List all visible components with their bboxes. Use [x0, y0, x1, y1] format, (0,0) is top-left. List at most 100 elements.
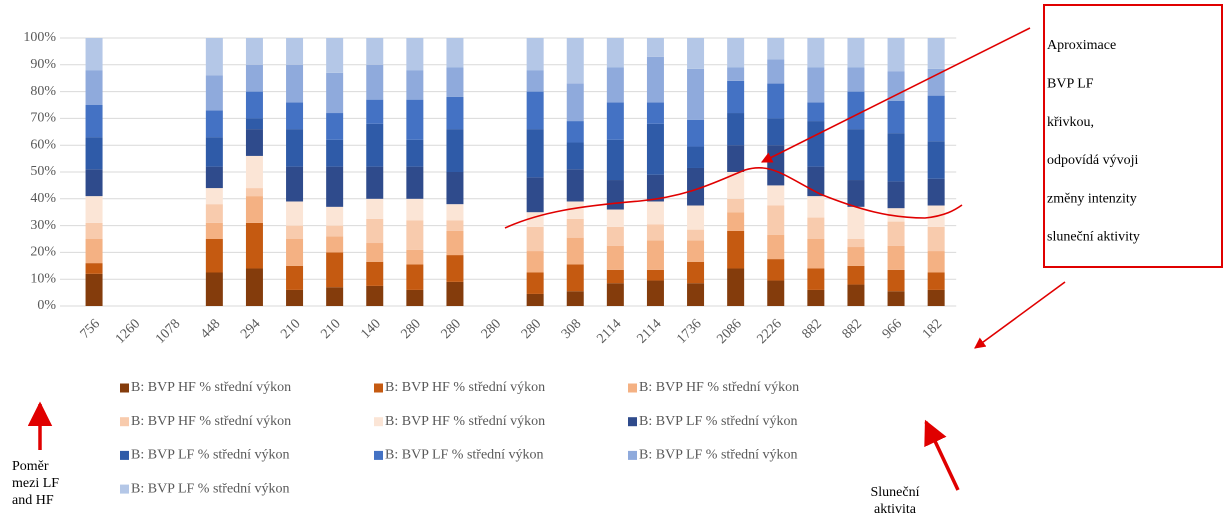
bar-segment [326, 225, 344, 237]
bar-segment [767, 234, 785, 260]
bar-segment [326, 38, 344, 73]
legend-swatch [120, 417, 129, 427]
bar-segment [687, 261, 705, 284]
bar-segment [366, 218, 384, 244]
bar-segment [85, 273, 103, 306]
bar-segment [606, 245, 624, 270]
bar-segment [446, 38, 464, 68]
y-tick-label: 60% [30, 137, 56, 152]
y-tick-label: 90% [30, 57, 56, 72]
x-tick-label: 280 [439, 316, 464, 341]
bar-segment [286, 225, 304, 239]
bar-segment [446, 172, 464, 205]
bar-segment [406, 70, 424, 100]
bar-segment [887, 100, 905, 134]
x-tick-label: 280 [398, 316, 423, 341]
bar-segment [807, 268, 825, 290]
bar-segment [245, 268, 263, 306]
annotation-text: sluneční aktivity [1047, 230, 1140, 245]
bar-segment [727, 80, 745, 114]
bar-segment [205, 110, 223, 138]
bar-segment [727, 268, 745, 306]
y-tick-label: 20% [30, 245, 56, 260]
legend-swatch [374, 383, 383, 393]
bar-segment [646, 240, 664, 270]
bar-segment [606, 209, 624, 227]
bar-segment [566, 201, 584, 219]
bar-segment [927, 141, 945, 179]
bar-segment [85, 222, 103, 239]
bar-segment [85, 38, 103, 71]
bar-segment [326, 113, 344, 140]
bar-segment [205, 188, 223, 205]
bar-segment [887, 221, 905, 246]
bar-segment [847, 91, 865, 130]
legend-label: B: BVP HF % střední výkon [639, 380, 799, 395]
bar-segment [807, 102, 825, 122]
x-tick-label: 210 [278, 316, 303, 341]
bar-segment [847, 67, 865, 92]
bar-segment [366, 243, 384, 262]
bar-segment [687, 205, 705, 230]
annotation-box [1043, 4, 1223, 268]
bar-segment [646, 123, 664, 175]
bar-segment [326, 287, 344, 306]
bar-segment [646, 201, 664, 225]
bar-segment [927, 289, 945, 306]
bar-segment [847, 206, 865, 239]
x-tick-label: 280 [519, 316, 544, 341]
bar-segment [286, 129, 304, 167]
x-tick-label: 1736 [674, 316, 704, 346]
bar-segment [847, 129, 865, 181]
bar-segment [286, 102, 304, 130]
bar-segment [205, 272, 223, 306]
legend-label: B: BVP LF % střední výkon [385, 448, 544, 463]
bar-segment [887, 181, 905, 209]
bar-segment [927, 95, 945, 142]
annotation-text: změny intenzity [1047, 191, 1137, 206]
bar-segment [887, 208, 905, 222]
bar-segment [366, 64, 384, 100]
bar-segment [606, 180, 624, 210]
y-tick-label: 50% [30, 164, 56, 179]
bar-segment [85, 263, 103, 274]
bar-segment [366, 198, 384, 219]
bar-segment [807, 217, 825, 239]
legend-swatch [628, 417, 637, 427]
bar-segment [366, 285, 384, 306]
bar-segment [526, 293, 544, 306]
bar-segment [727, 145, 745, 172]
bar-segment [927, 68, 945, 96]
bar-segment [767, 145, 785, 186]
bar-segment [245, 91, 263, 119]
annotation-text: and HF [12, 493, 54, 508]
x-tick-label: 210 [318, 316, 343, 341]
bar-segment [687, 68, 705, 120]
bar-segment [727, 67, 745, 81]
bar-segment [406, 249, 424, 265]
bar-segment [887, 245, 905, 270]
legend-swatch [628, 383, 637, 393]
bar-segment [606, 102, 624, 140]
bar-segment [245, 188, 263, 197]
legend-swatch [120, 484, 129, 494]
bar-segment [646, 174, 664, 202]
bar-segment [767, 205, 785, 235]
x-tick-label: 1078 [153, 316, 183, 346]
bar-segment [767, 259, 785, 281]
legend-swatch [628, 450, 637, 460]
bar-segment [566, 83, 584, 122]
legend-swatch [120, 450, 129, 460]
x-tick-label: 882 [840, 316, 865, 341]
bar-segment [245, 222, 263, 269]
bar-segment [807, 289, 825, 306]
bar-segment [847, 239, 865, 248]
bar-segment [446, 96, 464, 130]
bar-segment [286, 265, 304, 290]
bar-segment [245, 118, 263, 130]
bar-segment [606, 226, 624, 246]
bar-segment [767, 280, 785, 306]
legend-label: B: BVP LF % střední výkon [639, 414, 798, 429]
x-tick-label: 448 [198, 316, 223, 341]
